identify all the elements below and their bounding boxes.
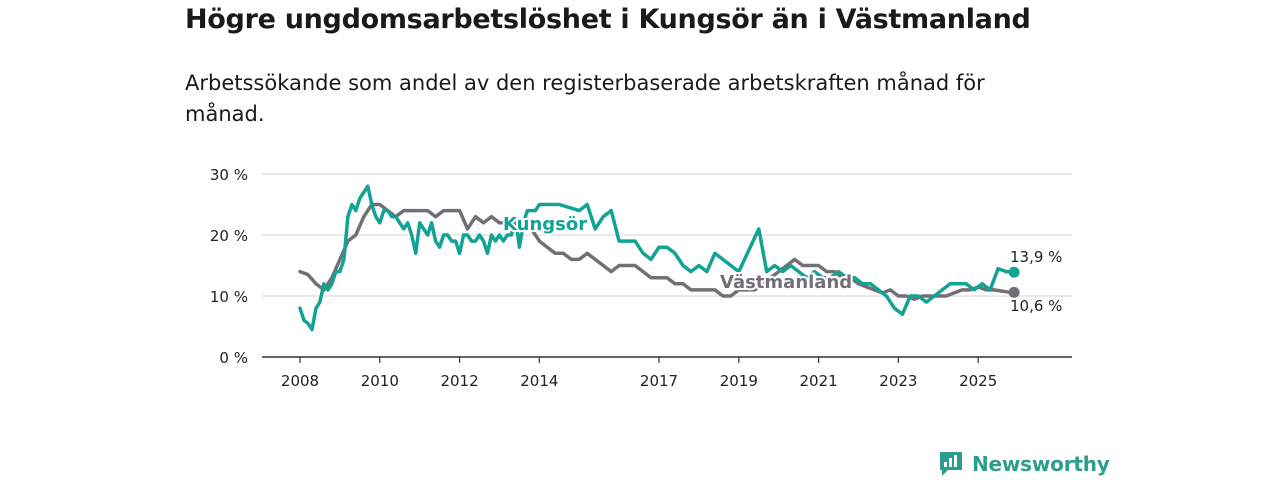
newsworthy-brand[interactable]: Newsworthy	[938, 450, 1110, 478]
chart-title: Högre ungdomsarbetslöshet i Kungsör än i…	[185, 4, 1031, 35]
y-axis: 0 % 10 % 20 % 30 %	[210, 166, 248, 367]
y-tick-label: 20 %	[210, 227, 248, 245]
end-point	[1008, 286, 1020, 298]
brand-name: Newsworthy	[972, 452, 1110, 476]
x-tick-label: 2021	[800, 372, 838, 390]
x-tick-label: 2010	[361, 372, 399, 390]
end-label-kungsor: 13,9 %	[1010, 248, 1062, 266]
end-point	[1008, 266, 1020, 278]
series-labels: Kungsör Västmanland 13,9 % 10,6 %	[501, 212, 1064, 317]
line-chart: 0 % 10 % 20 % 30 % 2008 2010 2012 2014 2017 2019…	[210, 166, 1072, 390]
x-tick-label: 2025	[959, 372, 997, 390]
x-tick-label: 2014	[520, 372, 558, 390]
x-tick-label: 2017	[640, 372, 678, 390]
x-tick-label: 2008	[281, 372, 319, 390]
series-lines	[298, 184, 1020, 332]
x-tick-label: 2019	[720, 372, 758, 390]
y-tick-label: 30 %	[210, 166, 248, 184]
series-line-vastmanland	[298, 202, 1016, 301]
y-tick-label: 10 %	[210, 288, 248, 306]
x-axis: 2008 2010 2012 2014 2017 2019 2021 2023 2025	[262, 356, 1072, 390]
end-label-vastmanland: 10,6 %	[1010, 297, 1062, 315]
chart-subtitle: Arbetssökande som andel av den registerb…	[185, 71, 985, 126]
series-label-kungsor: Kungsör	[503, 214, 587, 235]
y-tick-label: 0 %	[219, 349, 248, 367]
x-tick-label: 2023	[879, 372, 917, 390]
series-line-kungsor	[298, 184, 1016, 332]
newsworthy-logo-icon	[940, 452, 962, 476]
series-label-vastmanland: Västmanland	[720, 272, 852, 293]
x-tick-label: 2012	[440, 372, 478, 390]
